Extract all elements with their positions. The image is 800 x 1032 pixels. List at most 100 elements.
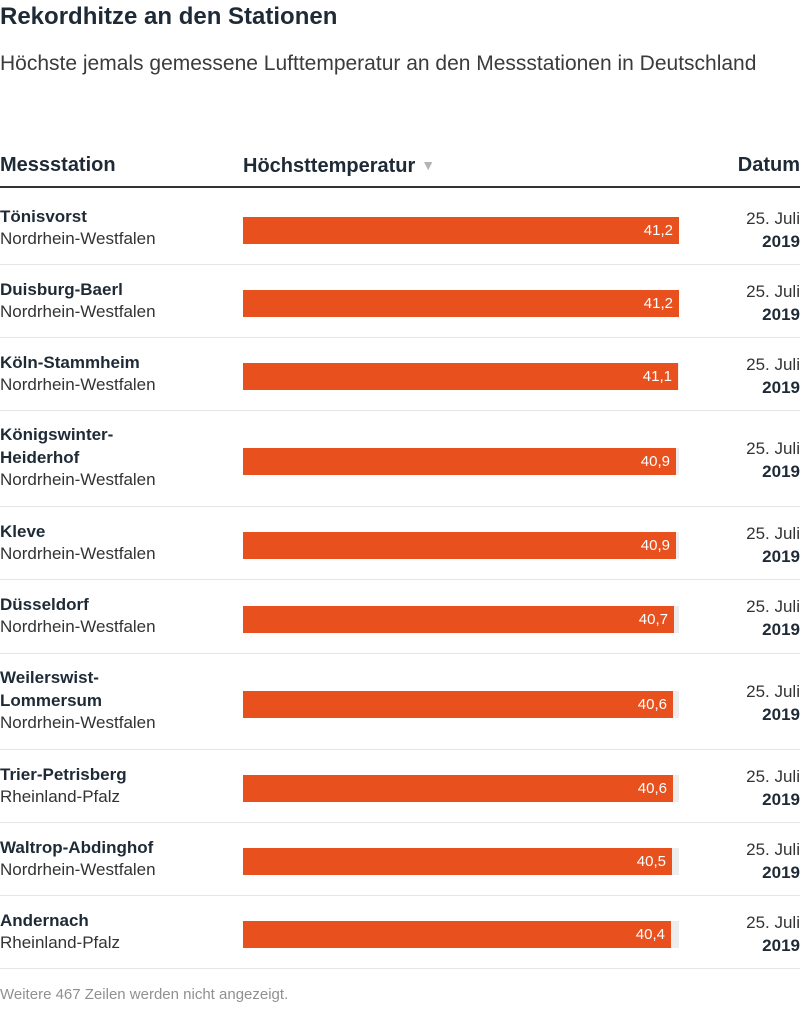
bar: 40,9 (243, 448, 676, 475)
date-day: 25. Juli (746, 439, 800, 458)
station-name: Königswinter- Heiderhof (0, 425, 114, 467)
date-cell: 25. Juli 2019 (680, 522, 800, 568)
bar: 41,2 (243, 290, 679, 317)
bar: 40,6 (243, 691, 673, 718)
bar: 40,6 (243, 775, 673, 802)
date-cell: 25. Juli 2019 (680, 765, 800, 811)
column-header-temperature-label: Höchsttemperatur (243, 155, 416, 177)
station-cell: Trier-Petrisberg Rheinland-Pfalz (0, 763, 225, 808)
station-cell: Düsseldorf Nordrhein-Westfalen (0, 593, 225, 638)
station-name: Köln-Stammheim (0, 353, 140, 372)
bar-value-label: 40,5 (636, 853, 666, 870)
bar-value-label: 40,9 (640, 537, 670, 554)
station-cell: Tönisvorst Nordrhein-Westfalen (0, 205, 225, 250)
bar-track: 40,9 (243, 532, 679, 559)
date-year: 2019 (762, 378, 800, 397)
bar: 40,9 (243, 532, 676, 559)
date-cell: 25. Juli 2019 (680, 353, 800, 399)
bar-value-label: 41,2 (643, 222, 673, 239)
station-cell: Waltrop-Abdinghof Nordrhein-Westfalen (0, 836, 225, 881)
bar-track: 40,6 (243, 775, 679, 802)
table-row: Königswinter- Heiderhof Nordrhein-Westfale… (0, 411, 800, 507)
date-year: 2019 (762, 305, 800, 324)
station-name: Andernach (0, 911, 89, 930)
station-name: Duisburg-Baerl (0, 280, 123, 299)
station-name: Trier-Petrisberg (0, 765, 127, 784)
bar: 40,7 (243, 606, 674, 633)
table-row: Köln-Stammheim Nordrhein-Westfalen 41,1 25.… (0, 338, 800, 411)
bar: 41,2 (243, 217, 679, 244)
bar-value-label: 40,6 (637, 696, 667, 713)
date-year: 2019 (762, 936, 800, 955)
column-header-station[interactable]: Messstation (0, 154, 116, 176)
date-year: 2019 (762, 232, 800, 251)
page-subtitle: Höchste jemals gemessene Lufttemperatur … (0, 52, 757, 75)
station-state: Nordrhein-Westfalen (0, 229, 156, 248)
date-year: 2019 (762, 705, 800, 724)
date-day: 25. Juli (746, 209, 800, 228)
station-name: Waltrop-Abdinghof (0, 838, 154, 857)
date-day: 25. Juli (746, 682, 800, 701)
bar-track: 41,2 (243, 217, 679, 244)
bar: 41,1 (243, 363, 678, 390)
bar-value-label: 40,7 (638, 611, 668, 628)
date-day: 25. Juli (746, 767, 800, 786)
station-name: Düsseldorf (0, 595, 89, 614)
station-name: Weilerswist- Lommersum (0, 668, 103, 710)
column-header-date[interactable]: Datum (737, 154, 800, 176)
table-row: Andernach Rheinland-Pfalz 40,4 25. Juli 2019 (0, 896, 800, 969)
station-cell: Köln-Stammheim Nordrhein-Westfalen (0, 351, 225, 396)
table-row: Düsseldorf Nordrhein-Westfalen 40,7 25. Jul… (0, 580, 800, 654)
station-cell: Kleve Nordrhein-Westfalen (0, 520, 225, 565)
date-day: 25. Juli (746, 524, 800, 543)
bar-track: 40,4 (243, 921, 679, 948)
station-state: Nordrhein-Westfalen (0, 375, 156, 394)
bar-track: 40,9 (243, 448, 679, 475)
station-state: Rheinland-Pfalz (0, 787, 121, 806)
date-year: 2019 (762, 547, 800, 566)
date-cell: 25. Juli 2019 (680, 207, 800, 253)
station-state: Nordrhein-Westfalen (0, 302, 156, 321)
column-header-temperature[interactable]: Höchsttemperatur ▼ (243, 152, 435, 179)
date-year: 2019 (762, 790, 800, 809)
bar-track: 40,7 (243, 606, 679, 633)
table-row: Kleve Nordrhein-Westfalen 40,9 25. Juli 2019 (0, 507, 800, 580)
date-cell: 25. Juli 2019 (680, 911, 800, 957)
bar-track: 41,2 (243, 290, 679, 317)
bar: 40,5 (243, 848, 672, 875)
sort-descending-icon[interactable]: ▼ (421, 157, 436, 173)
bar-value-label: 40,4 (635, 926, 665, 943)
station-state: Nordrhein-Westfalen (0, 860, 156, 879)
station-cell: Duisburg-Baerl Nordrhein-Westfalen (0, 278, 225, 323)
station-cell: Andernach Rheinland-Pfalz (0, 909, 225, 954)
date-cell: 25. Juli 2019 (680, 595, 800, 641)
station-cell: Königswinter- Heiderhof Nordrhein-Westfale… (0, 423, 225, 491)
date-year: 2019 (762, 620, 800, 639)
bar-value-label: 41,2 (643, 295, 673, 312)
date-year: 2019 (762, 462, 800, 481)
date-day: 25. Juli (746, 840, 800, 859)
bar: 40,4 (243, 921, 671, 948)
date-day: 25. Juli (746, 913, 800, 932)
bar-track: 40,5 (243, 848, 679, 875)
table-row: Trier-Petrisberg Rheinland-Pfalz 40,6 25. J… (0, 750, 800, 823)
station-state: Rheinland-Pfalz (0, 933, 121, 952)
table-row: Waltrop-Abdinghof Nordrhein-Westfalen 40,5… (0, 823, 800, 896)
station-name: Tönisvorst (0, 207, 87, 226)
bar-value-label: 40,6 (637, 780, 667, 797)
bar-track: 41,1 (243, 363, 679, 390)
station-cell: Weilerswist- Lommersum Nordrhein-Westfalen (0, 666, 225, 734)
station-name: Kleve (0, 522, 46, 541)
date-cell: 25. Juli 2019 (680, 437, 800, 483)
table-row: Duisburg-Baerl Nordrhein-Westfalen 41,2 25.… (0, 265, 800, 338)
page-title: Rekordhitze an den Stationen (0, 3, 338, 30)
bar-track: 40,6 (243, 691, 679, 718)
station-state: Nordrhein-Westfalen (0, 617, 156, 636)
footer-note: Weitere 467 Zeilen werden nicht angezeig… (0, 986, 289, 1003)
station-state: Nordrhein-Westfalen (0, 713, 156, 732)
date-day: 25. Juli (746, 282, 800, 301)
station-state: Nordrhein-Westfalen (0, 544, 156, 563)
date-day: 25. Juli (746, 597, 800, 616)
date-cell: 25. Juli 2019 (680, 838, 800, 884)
bar-value-label: 41,1 (642, 368, 672, 385)
